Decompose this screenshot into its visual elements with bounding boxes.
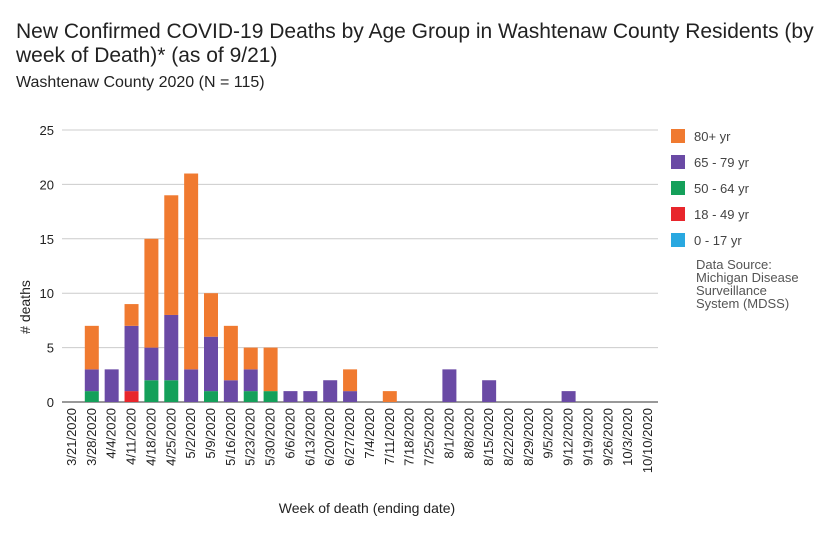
bar-segment-80plus-yr [343,369,358,392]
x-tick-label: 4/4/2020 [104,408,119,459]
bar-segment-65-79-yr [204,336,218,392]
legend-label: 50 - 64 yr [694,181,750,196]
y-tick-label: 10 [40,286,54,301]
bar-segment-80plus-yr [184,173,199,370]
data-source-line: Data Source: [696,257,772,272]
x-tick-label: 6/13/2020 [302,408,317,466]
x-tick-label: 3/21/2020 [64,408,79,466]
bar-segment-50-64-yr [84,391,99,402]
legend-label: 80+ yr [694,129,731,144]
bar-segment-50-64-yr [263,391,278,402]
x-tick-label: 5/30/2020 [263,408,278,466]
x-tick-label: 8/15/2020 [481,408,496,466]
x-tick-label: 6/20/2020 [322,408,337,466]
legend-swatch [671,233,685,247]
x-tick-label: 7/4/2020 [362,408,377,459]
bar-segment-80plus-yr [382,391,397,402]
x-tick-label: 8/1/2020 [441,408,456,459]
x-tick-label: 9/26/2020 [600,408,615,466]
x-tick-label: 8/22/2020 [501,408,516,466]
y-ticks: 0 5 10 15 20 25 [40,123,54,410]
x-tick-label: 9/19/2020 [580,408,595,466]
data-source-line: Surveillance [696,283,767,298]
bar-segment-80plus-yr [204,293,218,337]
legend-swatch [671,155,685,169]
bar-segment-65-79-yr [184,369,199,402]
x-tick-label: 3/28/2020 [84,408,99,466]
bar-segment-80plus-yr [144,238,159,348]
bar-segment-80plus-yr [124,304,139,326]
y-tick-label: 0 [47,395,54,410]
x-tick-label: 7/18/2020 [402,408,417,466]
x-tick-label: 5/16/2020 [223,408,238,466]
bar-segment-50-64-yr [204,391,218,402]
bar-segment-65-79-yr [124,325,139,392]
bar-segment-65-79-yr [243,369,258,392]
x-tick-label: 6/27/2020 [342,408,357,466]
legend: 80+ yr 65 - 79 yr 50 - 64 yr 18 - 49 yr 0 - … [671,129,750,248]
bar-segment-65-79-yr [561,391,576,402]
x-tick-label: 4/11/2020 [124,408,139,465]
bar-segment-65-79-yr [84,369,99,392]
bar-segment-65-79-yr [164,314,179,381]
x-tick-label: 4/25/2020 [163,408,178,466]
data-source-line: System (MDSS) [696,296,789,311]
bar-segment-65-79-yr [343,391,358,402]
y-tick-label: 25 [40,123,54,138]
y-axis-label: # deaths [17,280,33,334]
bar-segment-65-79-yr [442,369,457,402]
x-tick-label: 8/29/2020 [521,408,536,466]
bar-segment-65-79-yr [104,369,119,402]
legend-label: 0 - 17 yr [694,233,742,248]
x-tick-label: 7/25/2020 [422,408,437,466]
y-tick-label: 20 [40,177,54,192]
legend-swatch [671,207,685,221]
bar-segment-80plus-yr [243,347,258,370]
x-tick-label: 4/18/2020 [143,408,158,466]
bar-segment-50-64-yr [243,391,258,402]
bar-segment-18-49-yr [124,391,139,402]
x-tick-label: 10/3/2020 [620,408,635,466]
bar-segment-65-79-yr [223,380,238,402]
x-tick-label: 7/11/2020 [382,408,397,465]
bar-segment-65-79-yr [303,391,318,402]
bar-segment-80plus-yr [84,325,99,370]
data-source-line: Michigan Disease [696,270,799,285]
bar-segment-50-64-yr [144,380,159,402]
bar-segment-65-79-yr [323,380,338,402]
x-tick-label: 9/12/2020 [561,408,576,466]
x-tick-label: 6/6/2020 [282,408,297,459]
grid-layer [62,129,658,403]
bar-segment-80plus-yr [263,347,278,392]
x-tick-label: 5/9/2020 [203,408,218,459]
y-tick-label: 15 [40,232,54,247]
bar-segment-65-79-yr [482,380,497,402]
x-axis-label: Week of death (ending date) [279,500,455,516]
x-tick-label: 10/10/2020 [640,408,655,473]
x-tick-label: 8/8/2020 [461,408,476,459]
bar-segment-65-79-yr [283,391,298,402]
legend-label: 18 - 49 yr [694,207,750,222]
data-source-note: Data Source:Michigan DiseaseSurveillance… [696,257,799,311]
x-tick-label: 9/5/2020 [541,408,556,459]
legend-swatch [671,181,685,195]
bar-segment-65-79-yr [144,347,159,381]
x-tick-label: 5/2/2020 [183,408,198,459]
chart-title: New Confirmed COVID-19 Deaths by Age Gro… [16,20,814,67]
bar-segment-80plus-yr [223,325,238,381]
chart-subtitle: Washtenaw County 2020 (N = 115) [16,74,265,91]
x-tick-label: 5/23/2020 [243,408,258,466]
legend-label: 65 - 79 yr [694,155,750,170]
bar-segment-50-64-yr [164,380,179,402]
x-ticks: 3/21/2020 3/28/2020 4/4/2020 4/11/2020 4/18/… [64,408,655,473]
y-tick-label: 5 [47,341,54,356]
bars-layer [84,173,576,402]
bar-segment-80plus-yr [164,195,179,315]
legend-swatch [671,129,685,143]
